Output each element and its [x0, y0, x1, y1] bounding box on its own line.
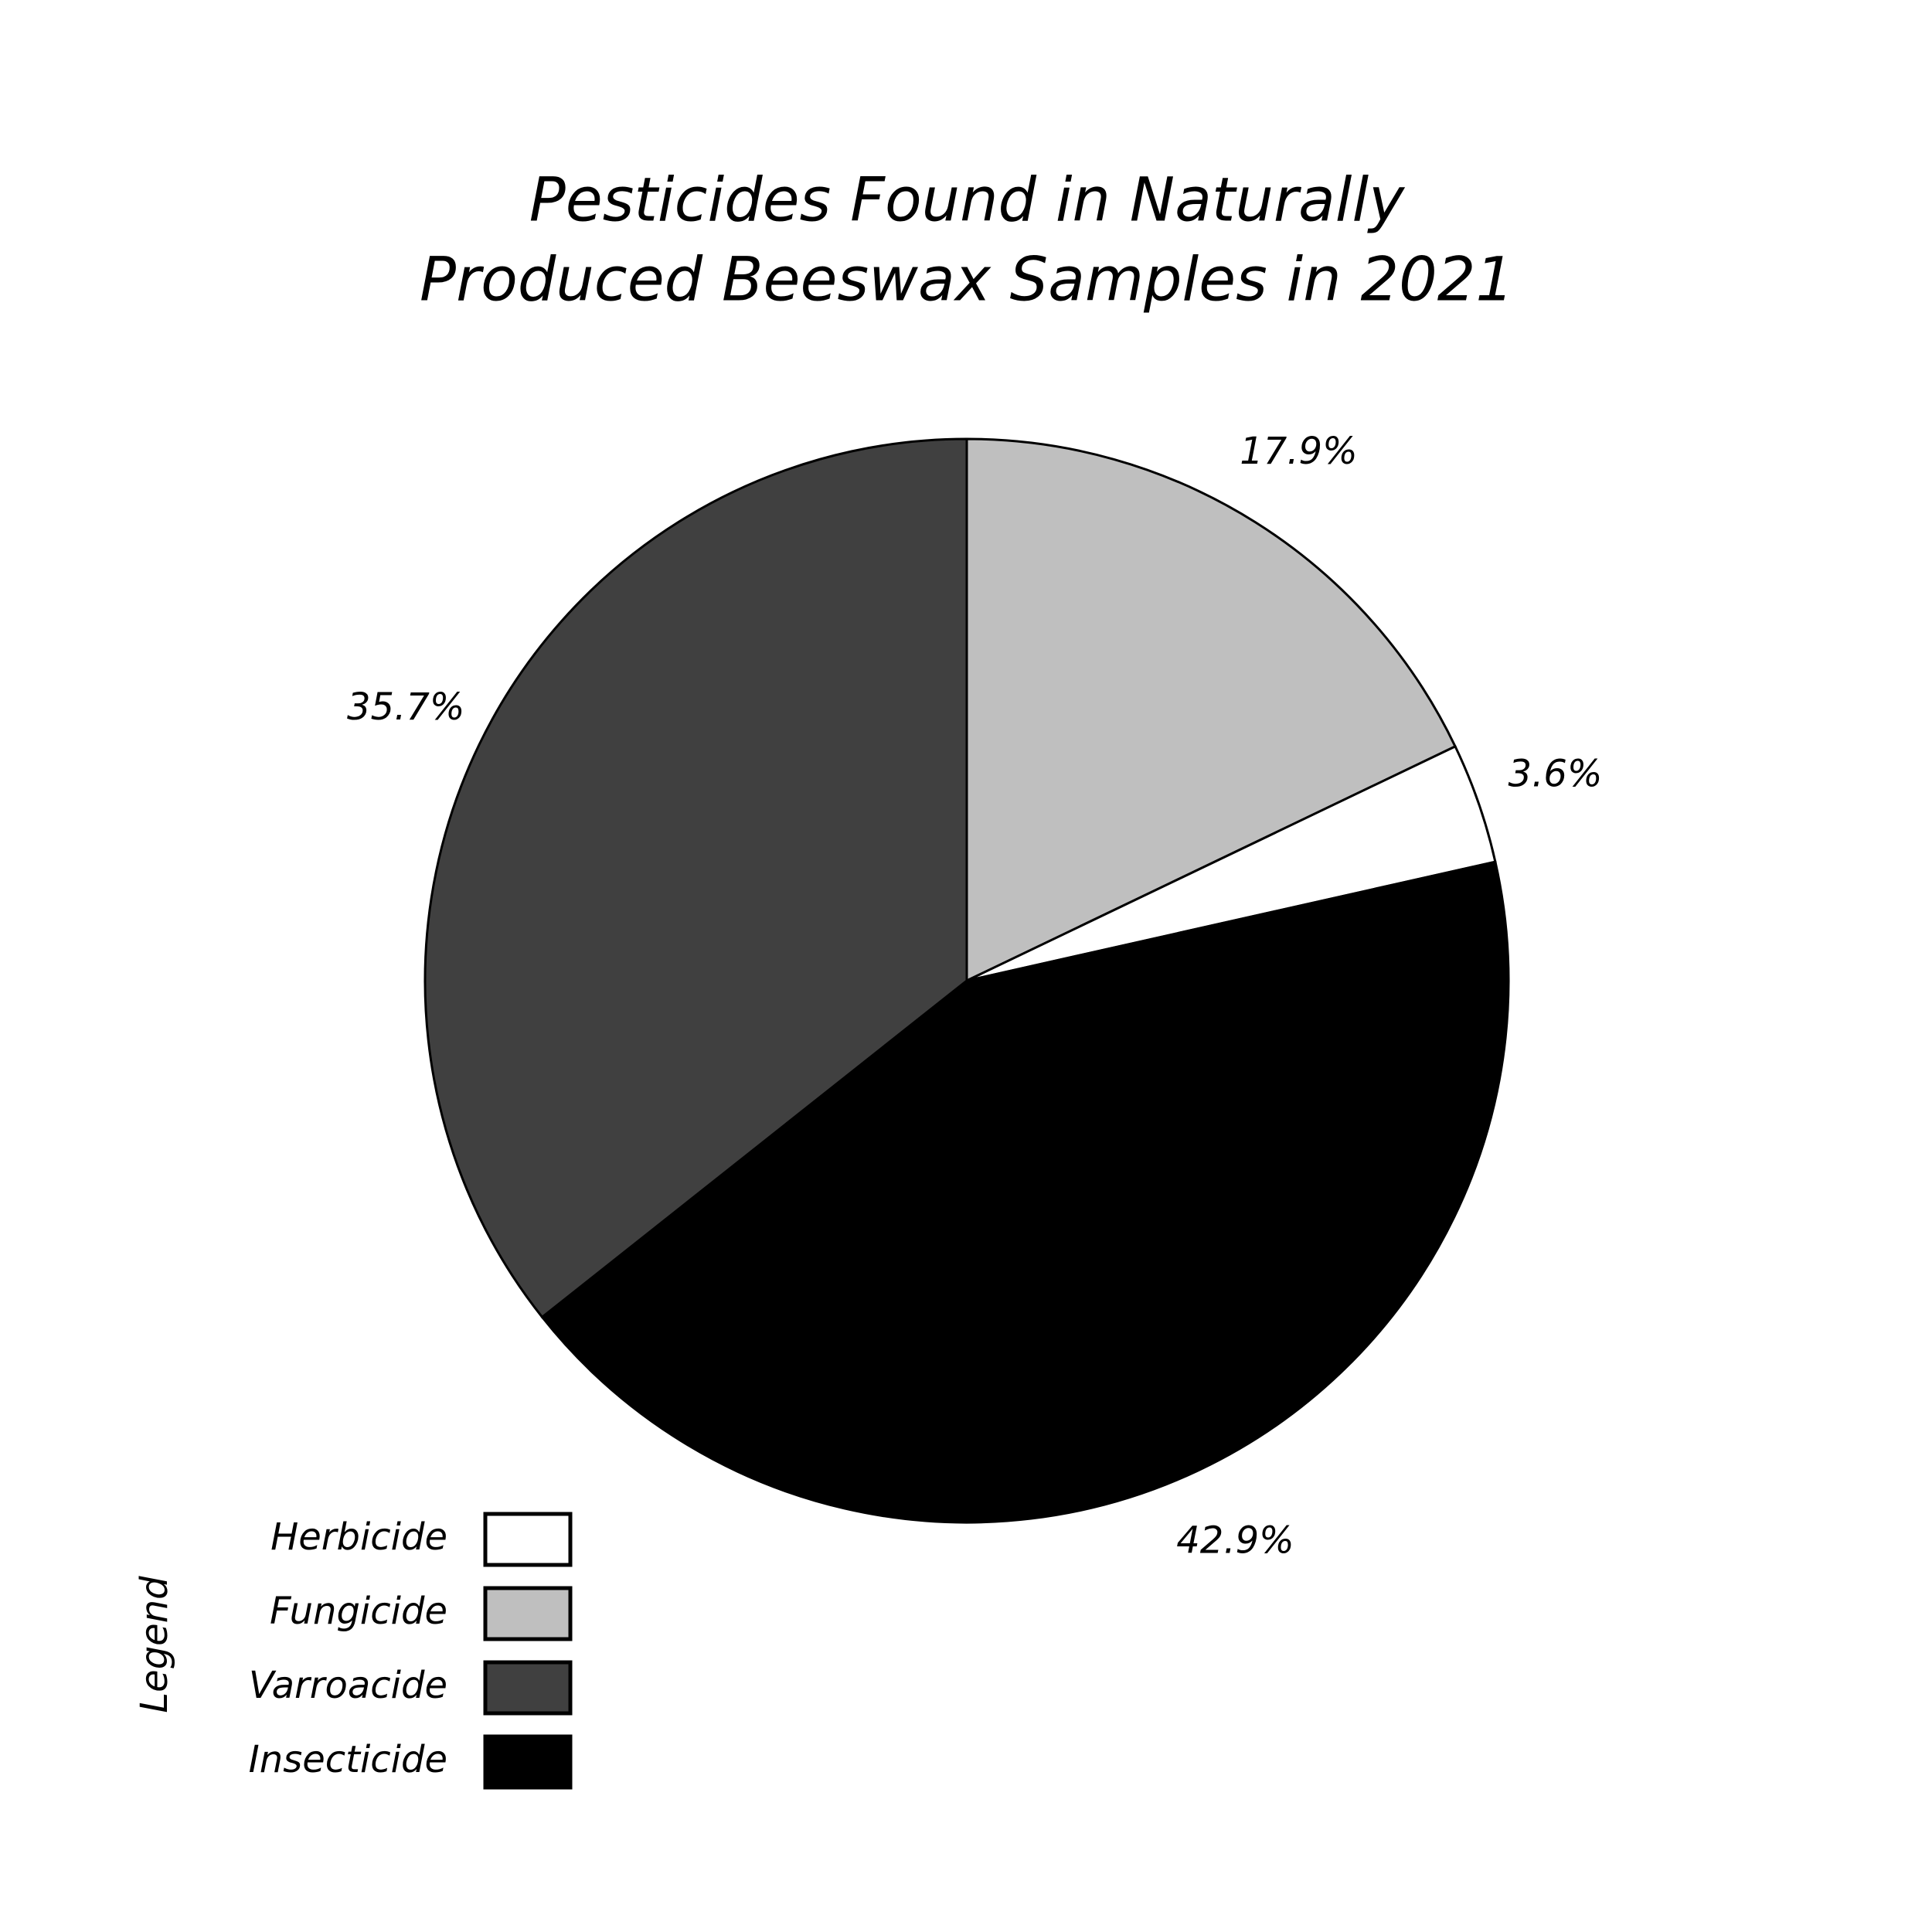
legend-label: Herbicide: [270, 1515, 447, 1559]
pie-slice: [423, 437, 968, 1319]
pie-slice: [965, 437, 1458, 983]
chart-title: Produced Beeswax Samples in 2021: [420, 245, 1514, 315]
pie-slice: [540, 860, 1510, 1524]
legend-swatch: [483, 1586, 573, 1641]
legend-label: Varroacide: [249, 1664, 447, 1707]
legend-label: Fungicide: [270, 1590, 447, 1633]
value-label: 42.9%: [1176, 1519, 1294, 1562]
value-label: 3.6%: [1509, 753, 1603, 796]
value-label: 35.7%: [347, 685, 464, 729]
legend-swatch: [483, 1512, 573, 1567]
legend-swatch: [483, 1660, 573, 1716]
value-label: 17.9%: [1240, 430, 1357, 473]
legend-title: Legend: [133, 1576, 176, 1713]
legend-swatch: [483, 1734, 573, 1790]
legend-label: Insecticide: [249, 1738, 447, 1781]
chart-title: Pesticides Found in Naturally: [529, 165, 1406, 235]
